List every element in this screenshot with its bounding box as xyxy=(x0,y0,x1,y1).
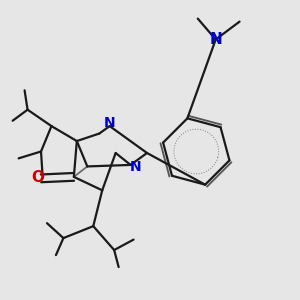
Text: N: N xyxy=(129,160,141,174)
Text: N: N xyxy=(104,116,116,130)
Text: O: O xyxy=(31,170,44,185)
Text: N: N xyxy=(209,32,222,47)
